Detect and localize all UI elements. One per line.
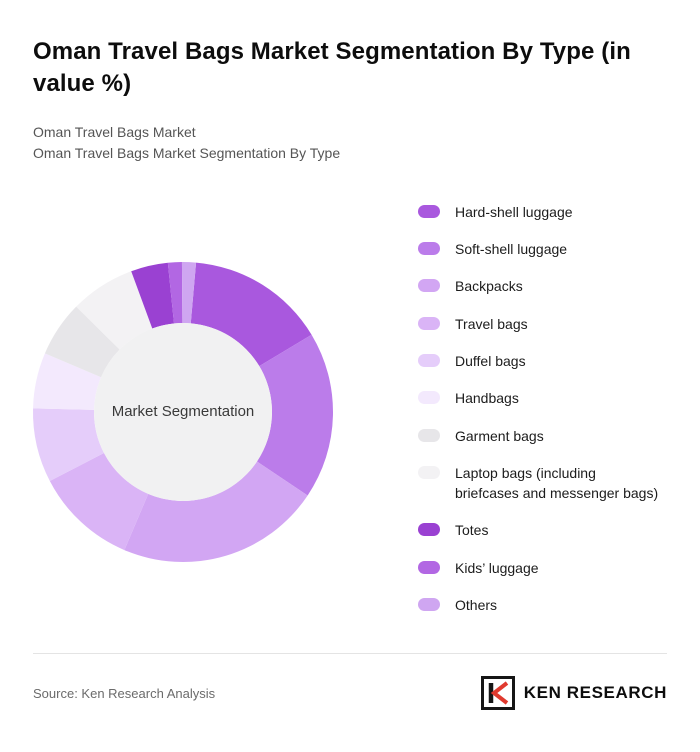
donut-slice-totes (131, 262, 175, 329)
legend-item-others: Others (418, 595, 663, 615)
legend-swatch (418, 523, 440, 537)
brand-mark-icon (480, 676, 515, 711)
legend-item-laptop-bags-including-briefcases-and-messenger-bags: Laptop bags (including briefcases and me… (418, 463, 663, 504)
legend-label: Laptop bags (including briefcases and me… (455, 464, 659, 502)
donut-slice-kids-luggage (167, 261, 183, 324)
legend-swatch (418, 242, 440, 256)
page: Oman Travel Bags Market Segmentation By … (32, 38, 667, 711)
donut-slice-others (181, 261, 197, 324)
donut-center-circle (94, 322, 272, 501)
legend-swatch (418, 204, 440, 218)
page-title: Oman Travel Bags Market Segmentation By … (33, 38, 631, 97)
legend-swatch (418, 391, 440, 405)
footer: Source: Ken Research Analysis KEN RESEAR… (33, 654, 667, 711)
donut-slice-handbags (33, 353, 102, 410)
legend-item-duffel-bags: Duffel bags (418, 351, 663, 371)
legend-swatch (418, 279, 440, 293)
legend-swatch (418, 560, 440, 574)
legend-item-soft-shell-luggage: Soft-shell luggage (418, 239, 663, 259)
subtitle-line-2: Oman Travel Bags Market Segmentation By … (33, 144, 341, 161)
legend-label: Kids’ luggage (455, 559, 539, 576)
legend-label: Handbags (455, 390, 519, 407)
legend-label: Travel bags (455, 315, 528, 332)
subtitle-line-1: Oman Travel Bags Market (33, 123, 196, 140)
legend-swatch (418, 316, 440, 330)
legend-label: Others (455, 597, 498, 614)
brand-logo: KEN RESEARCH (480, 676, 667, 711)
donut-slice-hard-shell-luggage (190, 262, 312, 366)
legend-label: Soft-shell luggage (455, 241, 568, 258)
brand-name: KEN RESEARCH (523, 683, 667, 703)
legend-item-hard-shell-luggage: Hard-shell luggage (418, 202, 663, 222)
footer-divider (33, 653, 667, 655)
donut-slice-garment-bags (44, 306, 120, 378)
donut-slice-duffel-bags (32, 408, 104, 481)
donut-svg (32, 261, 334, 562)
donut-slice-laptop-bags-including-briefcases-and-messenger-bags (76, 271, 153, 350)
legend-item-totes: Totes (418, 520, 663, 540)
legend-swatch (418, 428, 440, 442)
legend-label: Duffel bags (455, 353, 526, 369)
chart-area: Market Segmentation Hard-shell luggage So… (32, 202, 667, 616)
legend-swatch (418, 354, 440, 367)
legend-label: Hard-shell luggage (455, 203, 573, 220)
legend-label: Totes (455, 522, 489, 539)
legend-item-travel-bags: Travel bags (418, 314, 663, 334)
legend-item-kids-luggage: Kids’ luggage (418, 558, 663, 578)
donut-slice-travel-bags (49, 452, 149, 550)
donut-slice-soft-shell-luggage (256, 334, 334, 496)
legend-swatch (418, 598, 440, 612)
legend-item-handbags: Handbags (418, 388, 663, 408)
subtitle-block: Oman Travel Bags Market Oman Travel Bags… (33, 122, 667, 164)
legend-item-backpacks: Backpacks (418, 276, 663, 296)
source-text: Source: Ken Research Analysis (33, 685, 216, 701)
chart-legend: Hard-shell luggage Soft-shell luggage Back… (418, 202, 663, 616)
legend-label: Backpacks (455, 278, 523, 295)
legend-item-garment-bags: Garment bags (418, 426, 663, 446)
legend-label: Garment bags (455, 427, 544, 444)
legend-swatch (418, 465, 440, 479)
donut-chart: Market Segmentation (23, 202, 343, 572)
donut-slice-backpacks (124, 461, 308, 562)
